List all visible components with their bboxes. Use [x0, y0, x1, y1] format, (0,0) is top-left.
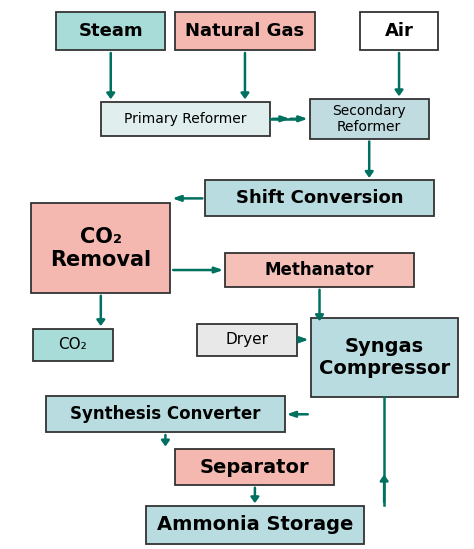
FancyBboxPatch shape — [56, 12, 165, 50]
FancyBboxPatch shape — [310, 99, 429, 139]
Text: Natural Gas: Natural Gas — [185, 23, 304, 40]
Text: CO₂
Removal: CO₂ Removal — [50, 227, 151, 270]
FancyBboxPatch shape — [31, 203, 170, 293]
FancyBboxPatch shape — [175, 449, 335, 485]
FancyBboxPatch shape — [197, 324, 297, 356]
Text: Ammonia Storage: Ammonia Storage — [157, 515, 353, 534]
FancyBboxPatch shape — [205, 181, 434, 216]
FancyBboxPatch shape — [225, 253, 414, 287]
Text: Shift Conversion: Shift Conversion — [236, 189, 403, 208]
FancyBboxPatch shape — [360, 12, 438, 50]
Text: Secondary
Reformer: Secondary Reformer — [332, 104, 406, 134]
FancyBboxPatch shape — [33, 329, 113, 361]
FancyBboxPatch shape — [310, 318, 458, 397]
Text: CO₂: CO₂ — [59, 337, 87, 352]
Text: Air: Air — [384, 23, 413, 40]
Text: Dryer: Dryer — [226, 332, 268, 347]
FancyBboxPatch shape — [101, 102, 270, 136]
Text: Primary Reformer: Primary Reformer — [124, 112, 246, 126]
Text: Separator: Separator — [200, 457, 310, 477]
Text: Steam: Steam — [78, 23, 143, 40]
Text: Methanator: Methanator — [265, 261, 374, 279]
FancyBboxPatch shape — [175, 12, 315, 50]
Text: Syngas
Compressor: Syngas Compressor — [319, 337, 450, 378]
FancyBboxPatch shape — [146, 506, 364, 544]
Text: Synthesis Converter: Synthesis Converter — [70, 405, 261, 423]
FancyBboxPatch shape — [46, 396, 285, 432]
